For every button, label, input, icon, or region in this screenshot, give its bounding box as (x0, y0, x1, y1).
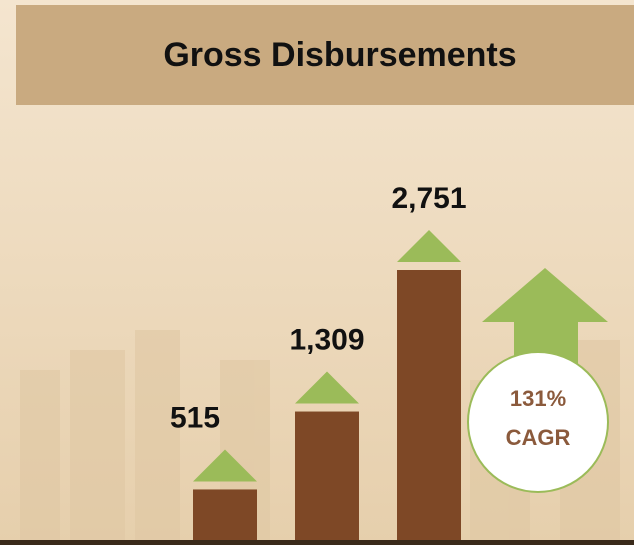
chart-title: Gross Disbursements (163, 36, 516, 74)
bar (397, 270, 461, 540)
bar-marker (295, 371, 359, 404)
growth-arrow (482, 268, 608, 370)
bar-marker (193, 449, 257, 482)
cagr-circle (467, 351, 609, 493)
title-band (16, 5, 634, 105)
cagr-value: 131% (510, 386, 566, 411)
bar (295, 411, 359, 540)
bar (193, 489, 257, 540)
bar-marker (397, 230, 461, 262)
value-label: 2,751 (391, 182, 466, 215)
value-label: 1,309 (289, 323, 364, 356)
cagr-label: CAGR (506, 425, 571, 450)
value-label: 515 (170, 401, 220, 434)
bottom-strip (0, 540, 634, 545)
